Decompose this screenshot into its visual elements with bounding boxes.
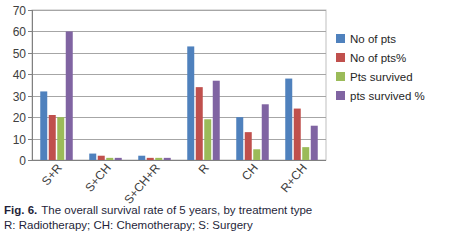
grid-line (32, 74, 326, 75)
tick-mark (28, 31, 32, 32)
legend-label: Pts survived (350, 71, 413, 83)
x-axis (32, 160, 326, 161)
bar (40, 91, 47, 160)
bar (253, 149, 260, 160)
bar (98, 156, 105, 160)
bar (155, 158, 162, 160)
tick-mark (28, 96, 32, 97)
tick-label: 10 (13, 133, 27, 147)
grid-line (32, 31, 326, 32)
caption-label: Fig. 6. (4, 204, 37, 216)
grid-line (32, 117, 326, 118)
bar (213, 81, 220, 160)
bar (147, 158, 154, 160)
tick-label: 60 (13, 25, 27, 39)
bar (262, 104, 269, 160)
bar (204, 119, 211, 160)
bar (236, 117, 243, 160)
category-label: CH (239, 161, 261, 183)
caption: Fig. 6. The overall survival rate of 5 ye… (4, 204, 312, 216)
caption-note: R: Radiotherapy; CH: Chemotherapy; S: Su… (4, 219, 253, 231)
tick-mark (28, 74, 32, 75)
tick-label: 0 (19, 154, 26, 168)
bar (196, 87, 203, 160)
tick-label: 30 (13, 90, 27, 104)
legend-swatch (336, 72, 345, 81)
y-axis (32, 10, 33, 160)
bar (164, 158, 171, 160)
tick-label: 20 (13, 111, 27, 125)
bar (294, 109, 301, 160)
legend-label: No of pts% (350, 52, 406, 64)
plot-area (32, 10, 326, 160)
bar (49, 115, 56, 160)
caption-text: The overall survival rate of 5 years, by… (41, 204, 312, 216)
category-label: S+CH+R (121, 161, 163, 207)
tick-mark (28, 53, 32, 54)
tick-mark (28, 117, 32, 118)
chart: 0 10 20 30 40 50 60 70 S+R S+CHS+CH+R R CH R+CH No of… (0, 0, 455, 234)
grid-line (32, 160, 326, 161)
bar (57, 117, 64, 160)
bar (285, 79, 292, 160)
bar (89, 154, 96, 160)
grid-line (32, 139, 326, 140)
legend-swatch (336, 91, 345, 100)
legend-swatch (336, 34, 345, 43)
bar (245, 132, 252, 160)
bar (115, 158, 122, 160)
bar (302, 147, 309, 160)
bar (106, 158, 113, 160)
tick-label: 40 (13, 68, 27, 82)
legend-label: pts survived % (350, 90, 425, 102)
bars (40, 31, 318, 160)
category-label: S+R (39, 161, 65, 188)
tick-mark (28, 10, 32, 11)
bar (66, 31, 73, 160)
legend-label: No of pts (350, 33, 396, 45)
grid-line (32, 53, 326, 54)
bar (138, 156, 145, 160)
tick-label: 50 (13, 47, 27, 61)
tick-label: 70 (13, 4, 27, 18)
category-label: R+CH (278, 161, 310, 195)
bar (187, 46, 194, 160)
grid-line (32, 96, 326, 97)
tick-mark (28, 139, 32, 140)
bar (311, 126, 318, 160)
grid-line (32, 10, 326, 11)
legend-swatch (336, 53, 345, 62)
category-label: R (195, 161, 212, 177)
category-label: S+CH (82, 161, 114, 195)
tick-mark (28, 160, 32, 161)
